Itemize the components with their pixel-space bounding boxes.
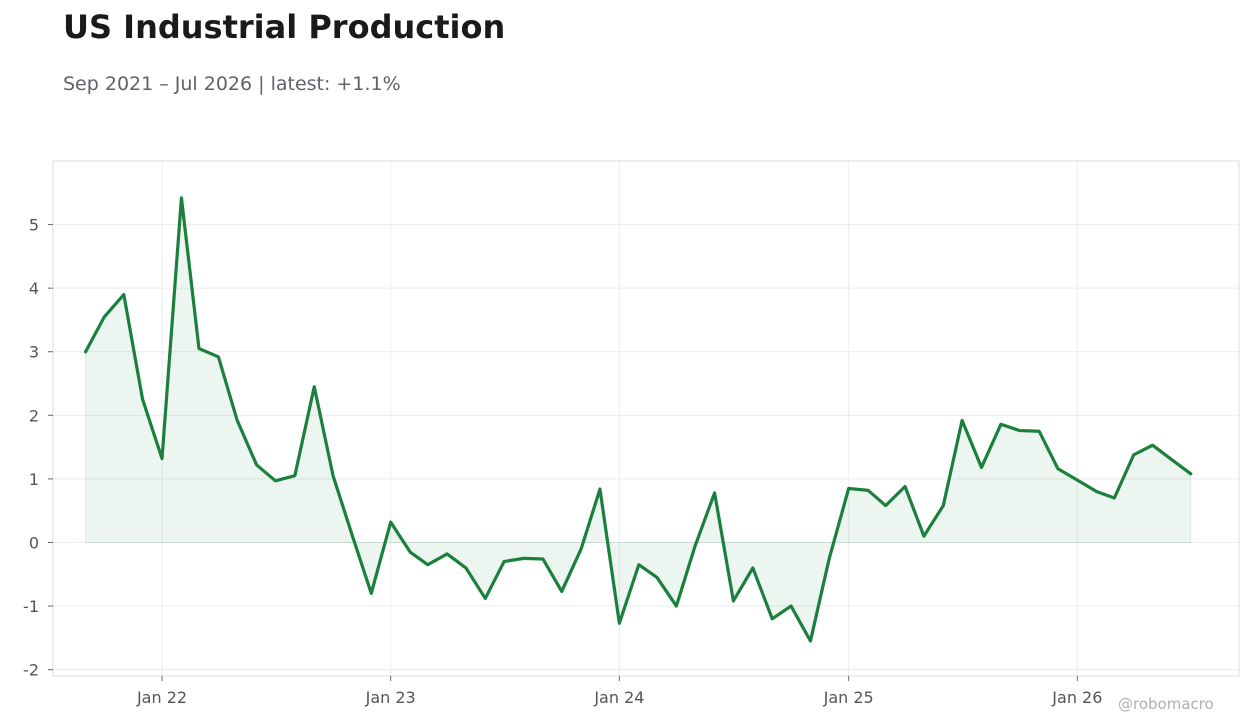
grid-layer [53, 161, 1239, 676]
x-tick-label: Jan 23 [365, 688, 416, 707]
data-point [540, 557, 545, 562]
chart-subtitle: Sep 2021 – Jul 2026 | latest: +1.1% [63, 73, 401, 95]
y-tick-label: 1 [29, 470, 39, 489]
data-point [903, 484, 908, 489]
data-point [121, 292, 126, 297]
data-point [102, 314, 107, 319]
data-point [998, 422, 1003, 427]
data-point [83, 349, 88, 354]
y-tick-label: -1 [23, 597, 39, 616]
data-point [617, 621, 622, 626]
data-point [1150, 443, 1155, 448]
data-point [750, 565, 755, 570]
data-point [1188, 471, 1193, 476]
data-point [196, 346, 201, 351]
data-point [1094, 489, 1099, 494]
data-point [140, 397, 145, 402]
x-tick-label: Jan 26 [1051, 688, 1102, 707]
series-area [85, 197, 1192, 643]
data-point [579, 546, 584, 551]
data-point [254, 462, 259, 467]
data-point [235, 418, 240, 423]
data-point [179, 195, 184, 200]
y-tick-label: 3 [29, 343, 39, 362]
data-point [597, 487, 602, 492]
data-point [160, 456, 165, 461]
x-tick-label: Jan 25 [823, 688, 874, 707]
data-point [425, 562, 430, 567]
data-point [789, 604, 794, 609]
data-point [770, 616, 775, 621]
data-point [674, 604, 679, 609]
x-tick-label: Jan 22 [136, 688, 187, 707]
data-point [808, 639, 813, 644]
data-point [559, 589, 564, 594]
data-point [331, 473, 336, 478]
y-tick-label: 0 [29, 533, 39, 552]
data-point [960, 418, 965, 423]
data-point [1131, 452, 1136, 457]
data-point [216, 354, 221, 359]
data-point [883, 503, 888, 508]
data-point [712, 490, 717, 495]
data-point [273, 478, 278, 483]
data-point [369, 591, 374, 596]
data-point [463, 565, 468, 570]
data-point [827, 556, 832, 561]
y-tick-label: 2 [29, 406, 39, 425]
data-point [693, 543, 698, 548]
data-point [1037, 429, 1042, 434]
data-point [866, 488, 871, 493]
data-point [846, 486, 851, 491]
tick-layer: -2 -1 0 1 2 3 4 5 Jan 22 Jan 23 Jan 24 Jan 25 Jan 26 [23, 216, 1102, 707]
line-layer [83, 195, 1193, 644]
y-tick-label: 4 [29, 279, 39, 298]
data-point [388, 520, 393, 525]
area-layer [85, 197, 1192, 643]
data-point [654, 575, 659, 580]
data-point [408, 550, 413, 555]
data-point [292, 473, 297, 478]
plot-frame [52, 160, 1240, 677]
data-point [1112, 495, 1117, 500]
data-point [312, 384, 317, 389]
data-point [445, 551, 450, 556]
data-point [521, 556, 526, 561]
data-point [1017, 428, 1022, 433]
data-point [1169, 457, 1174, 462]
series-line [83, 196, 1193, 643]
data-point [941, 503, 946, 508]
data-point [1075, 478, 1080, 483]
data-point [502, 559, 507, 564]
chart-title: US Industrial Production [63, 8, 506, 46]
data-point [636, 562, 641, 567]
y-tick-label: -2 [23, 661, 39, 680]
data-point [1055, 466, 1060, 471]
data-point [979, 465, 984, 470]
y-tick-label: 5 [29, 216, 39, 235]
data-point [483, 596, 488, 601]
watermark: @robomacro [1118, 695, 1214, 713]
data-point [921, 534, 926, 539]
x-tick-label: Jan 24 [593, 688, 644, 707]
data-point [350, 534, 355, 539]
data-point [731, 598, 736, 603]
